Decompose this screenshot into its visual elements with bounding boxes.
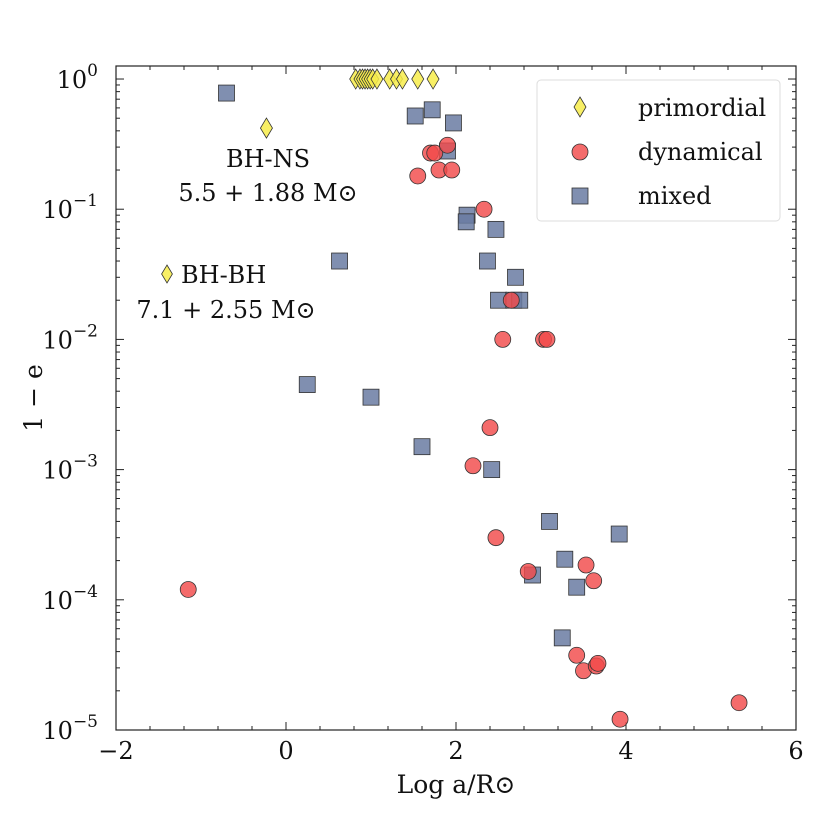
mixed-point: [331, 252, 348, 270]
x-axis-label: Log a/R⊙: [397, 770, 516, 799]
y-tick-label: 10−1: [42, 191, 98, 224]
dynamical-point: [487, 529, 505, 547]
primordial-point: [411, 68, 425, 90]
data-points: [179, 68, 748, 728]
y-tick-label: 100: [57, 61, 98, 94]
primordial-point: [370, 68, 384, 90]
primordial-point: [426, 68, 440, 90]
x-tick-label: 4: [618, 737, 633, 765]
primordial-point: [395, 68, 409, 90]
mixed-point: [507, 268, 524, 286]
annotation-bh-ns-title: BH-NS: [226, 145, 310, 173]
legend-primordial-diamond-icon: [573, 96, 587, 118]
mixed-point: [479, 252, 496, 270]
x-tick-label: 2: [448, 737, 463, 765]
axis-ticks: [115, 66, 797, 731]
legend: primordial dynamical mixed: [536, 79, 781, 222]
dynamical-point: [577, 556, 595, 574]
dynamical-point: [611, 710, 629, 728]
dynamical-point: [179, 581, 197, 598]
dynamical-point: [568, 646, 586, 664]
legend-mixed-square-icon: [571, 187, 589, 205]
mixed-point: [568, 578, 586, 596]
mixed-point: [413, 438, 431, 456]
bh-bh-diamond: [161, 264, 173, 284]
annotation-bh-ns-mass: 5.5 + 1.88 M⊙: [178, 179, 357, 207]
dynamical-point: [426, 144, 444, 162]
dynamical-point: [443, 161, 461, 179]
x-tick-label: −2: [98, 737, 133, 765]
mixed-point: [218, 84, 235, 102]
mixed-point: [541, 513, 558, 530]
mixed-point: [483, 461, 501, 479]
y-axis-label: 1 − e: [19, 364, 48, 432]
mixed-point: [445, 114, 462, 132]
x-tick-label: 0: [278, 737, 293, 765]
dynamical-point: [475, 200, 493, 218]
annotation-bh-bh-diamond-icon: [161, 264, 173, 284]
axis-tick-labels: −2 0 2 4 6 10−5 10−4 10−3 10−2 10−1 100: [42, 61, 803, 765]
dynamical-point: [502, 291, 520, 309]
mixed-point: [406, 107, 424, 125]
mixed-point: [487, 220, 505, 238]
dynamical-point: [439, 136, 456, 154]
mixed-point: [610, 525, 628, 543]
annotation-bh-ns: BH-NS 5.5 + 1.88 M⊙: [178, 145, 357, 207]
annotation-bh-bh-mass: 7.1 + 2.55 M⊙: [136, 296, 315, 324]
legend-diamond: [573, 96, 587, 118]
legend-label-primordial: primordial: [638, 94, 766, 122]
y-tick-label: 10−3: [42, 452, 98, 485]
y-tick-label: 10−2: [42, 321, 98, 354]
dynamical-point: [585, 572, 603, 590]
legend-dynamical-circle-icon: [571, 143, 589, 161]
annotation-bh-bh: BH-BH 7.1 + 2.55 M⊙: [136, 261, 315, 324]
dynamical-point: [464, 457, 482, 475]
mixed-point: [556, 550, 574, 568]
dynamical-point: [494, 331, 512, 348]
dynamical-point: [481, 419, 499, 437]
mixed-point: [457, 213, 475, 231]
mixed-point: [298, 376, 316, 393]
annotation-bh-bh-title: BH-BH: [181, 261, 266, 289]
dynamical-point: [409, 167, 427, 185]
legend-square: [571, 187, 589, 205]
dynamical-point: [538, 331, 556, 348]
plot-frame: [115, 65, 797, 731]
mixed-point: [553, 629, 571, 647]
dynamical-point: [519, 563, 537, 580]
mixed-point: [423, 101, 441, 119]
primordial-point: [259, 117, 273, 139]
mixed-point: [362, 388, 380, 406]
y-tick-label: 10−5: [42, 712, 98, 745]
dynamical-point: [730, 694, 748, 712]
x-tick-label: 6: [788, 737, 803, 765]
y-tick-label: 10−4: [42, 582, 98, 615]
legend-label-mixed: mixed: [638, 182, 712, 210]
legend-label-dynamical: dynamical: [638, 138, 763, 166]
dynamical-point: [589, 654, 607, 672]
legend-box: [536, 79, 781, 222]
legend-circle: [571, 143, 589, 161]
